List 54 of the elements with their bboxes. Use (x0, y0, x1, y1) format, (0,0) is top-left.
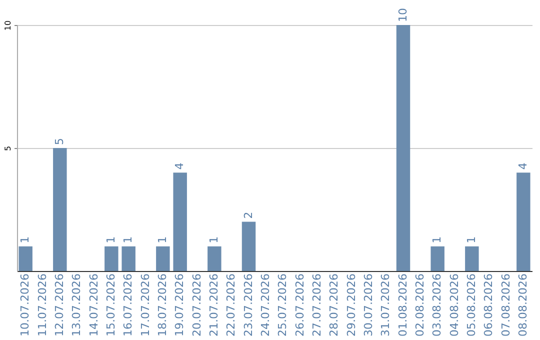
bar (430, 246, 444, 271)
x-tick-label: 16.07.2026 (122, 274, 135, 336)
x-tick-label: 28.07.2026 (328, 274, 341, 336)
bar (156, 246, 170, 271)
x-tick-label: 29.07.2026 (344, 274, 358, 336)
data-label: 5 (52, 138, 66, 145)
bar (173, 172, 187, 271)
x-tick-label: 03.08.2026 (430, 274, 444, 336)
bar (465, 246, 479, 271)
x-tick-label: 04.08.2026 (448, 274, 461, 336)
x-tick-label: 23.07.2026 (242, 274, 255, 336)
x-tick-label: 25.07.2026 (276, 274, 290, 336)
x-tick-label: 11.07.2026 (36, 274, 49, 336)
x-tick-label: 26.07.2026 (293, 274, 306, 336)
bar (18, 246, 32, 271)
data-label: 1 (104, 236, 118, 244)
x-tick-label: 18.07.2026 (156, 274, 169, 336)
data-label: 1 (156, 236, 169, 244)
data-label: 10 (396, 8, 410, 22)
data-label: 1 (18, 236, 32, 244)
data-label: 4 (516, 162, 530, 170)
x-tick-label: 05.08.2026 (464, 274, 478, 336)
data-label: 1 (122, 236, 135, 244)
bar (208, 246, 222, 271)
x-tick-label: 21.07.2026 (207, 274, 220, 336)
bar (104, 246, 118, 271)
data-label: 2 (242, 212, 255, 219)
x-tick-label: 24.07.2026 (258, 274, 272, 336)
x-tick-label: 07.08.2026 (499, 274, 512, 336)
x-tick-label: 19.07.2026 (173, 274, 186, 336)
x-tick-label: 02.08.2026 (413, 274, 426, 336)
x-tick-label: 06.08.2026 (482, 274, 496, 336)
x-tick-label: 20.07.2026 (190, 274, 204, 336)
data-label: 4 (173, 162, 186, 170)
bar (53, 148, 67, 271)
bar (242, 222, 256, 271)
x-tick-label: 14.07.2026 (87, 274, 100, 336)
bar (396, 25, 410, 271)
data-label: 1 (207, 236, 220, 244)
x-tick-label: 15.07.2026 (104, 274, 118, 336)
data-label: 1 (464, 236, 478, 244)
bar (122, 246, 136, 271)
bar (516, 172, 530, 271)
data-label: 1 (430, 236, 444, 244)
x-tick-label: 31.07.2026 (379, 274, 392, 336)
x-tick-label: 01.08.2026 (396, 274, 410, 336)
x-tick-label: 10.07.2026 (18, 274, 32, 336)
x-tick-label: 30.07.2026 (362, 274, 375, 336)
x-tick-label: 08.08.2026 (516, 274, 530, 336)
x-tick-label: 13.07.2026 (70, 274, 84, 336)
x-tick-label: 27.07.2026 (310, 274, 324, 336)
x-tick-label: 17.07.2026 (138, 274, 152, 336)
x-tick-label: 22.07.2026 (224, 274, 238, 336)
x-tick-label: 12.07.2026 (52, 274, 66, 336)
